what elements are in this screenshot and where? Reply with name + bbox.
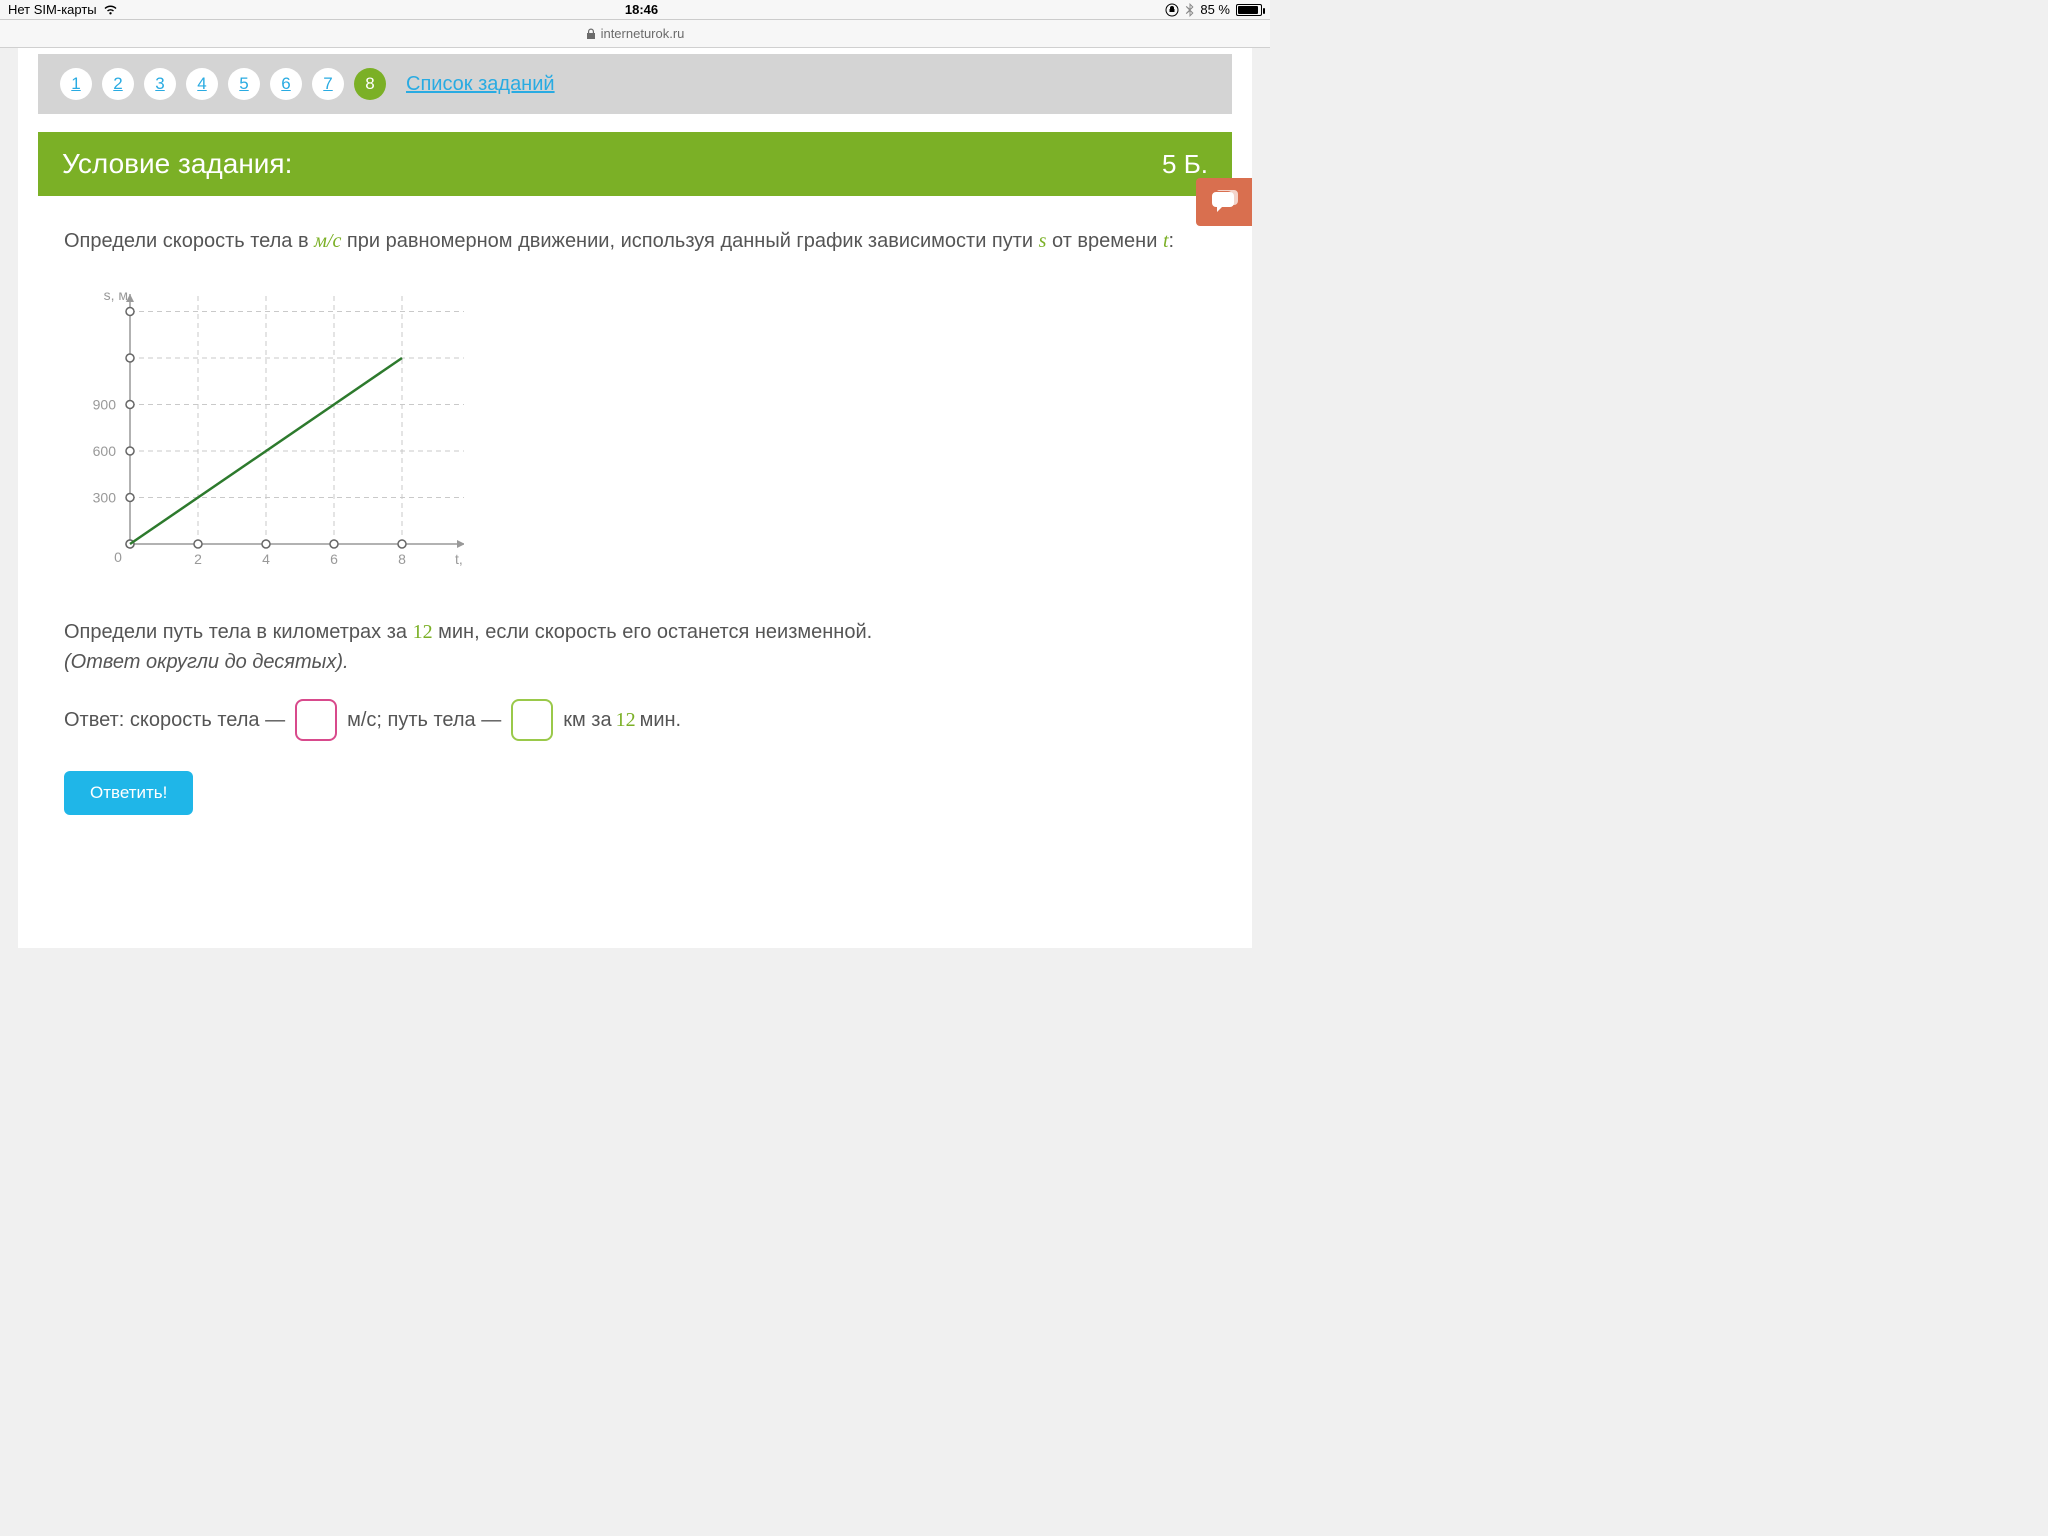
text: при равномерном движении, используя данн… [341,230,1038,252]
svg-text:4: 4 [262,551,270,567]
status-bar: Нет SIM-карты 18:46 85 % [0,0,1270,20]
task-nav-7[interactable]: 7 [312,68,344,100]
battery-pct: 85 % [1200,2,1230,17]
svg-text:2: 2 [194,551,202,567]
svg-text:300: 300 [93,490,117,506]
text: : [1169,230,1175,252]
lock-icon [586,28,596,40]
task-paragraph-2: Определи путь тела в километрах за 12 ми… [64,617,1206,647]
svg-text:t, мин: t, мин [455,551,464,567]
task-nav: 12345678 Список заданий [38,54,1232,114]
task-content: Определи скорость тела в м/с при равноме… [38,196,1232,835]
svg-text:600: 600 [93,443,117,459]
text: от времени [1046,230,1162,252]
svg-text:0: 0 [114,549,122,565]
svg-text:6: 6 [330,551,338,567]
text: м/с; путь тела — [347,705,501,735]
text: Ответ: скорость тела — [64,705,285,735]
battery-icon [1236,4,1262,16]
text: Определи скорость тела в [64,230,314,252]
chat-icon [1210,190,1238,214]
task-paragraph-1: Определи скорость тела в м/с при равноме… [64,226,1206,256]
task-nav-6[interactable]: 6 [270,68,302,100]
task-header: Условие задания: 5 Б. [38,132,1232,196]
header-points: 5 Б. [1162,149,1208,180]
header-title: Условие задания: [62,148,292,180]
task-nav-4[interactable]: 4 [186,68,218,100]
url-bar[interactable]: interneturok.ru [0,20,1270,48]
task-nav-3[interactable]: 3 [144,68,176,100]
num-12b: 12 [616,705,636,735]
task-list-link[interactable]: Список заданий [406,73,555,96]
wifi-icon [103,4,118,16]
svg-text:s, м: s, м [104,287,128,303]
text: мин, если скорость его останется неизмен… [433,621,873,643]
sim-status: Нет SIM-карты [8,2,97,17]
page: 12345678Список заданий Условие задания: … [18,48,1252,948]
task-nav-2[interactable]: 2 [102,68,134,100]
distance-input[interactable] [511,699,553,741]
submit-button[interactable]: Ответить! [64,771,193,815]
text: мин. [640,705,682,735]
clock: 18:46 [625,2,658,17]
bluetooth-icon [1185,3,1194,17]
url-text: interneturok.ru [601,26,685,41]
svg-text:8: 8 [398,551,406,567]
text: Определи путь тела в километрах за [64,621,413,643]
rounding-note: (Ответ округли до десятых). [64,647,1206,677]
speed-input[interactable] [295,699,337,741]
orientation-lock-icon [1165,3,1179,17]
chart-svg: 0 2 4 6 8 300 600 900 t, мин s, м [64,274,464,584]
chart: 0 2 4 6 8 300 600 900 t, мин s, м [64,274,1206,593]
unit-ms: м/с [314,230,341,252]
chat-tab[interactable] [1196,178,1252,226]
answer-row: Ответ: скорость тела — м/с; путь тела — … [64,699,1206,741]
svg-text:900: 900 [93,397,117,413]
num-12: 12 [413,621,433,643]
task-nav-5[interactable]: 5 [228,68,260,100]
task-nav-8[interactable]: 8 [354,68,386,100]
text: км за [563,705,611,735]
task-nav-1[interactable]: 1 [60,68,92,100]
